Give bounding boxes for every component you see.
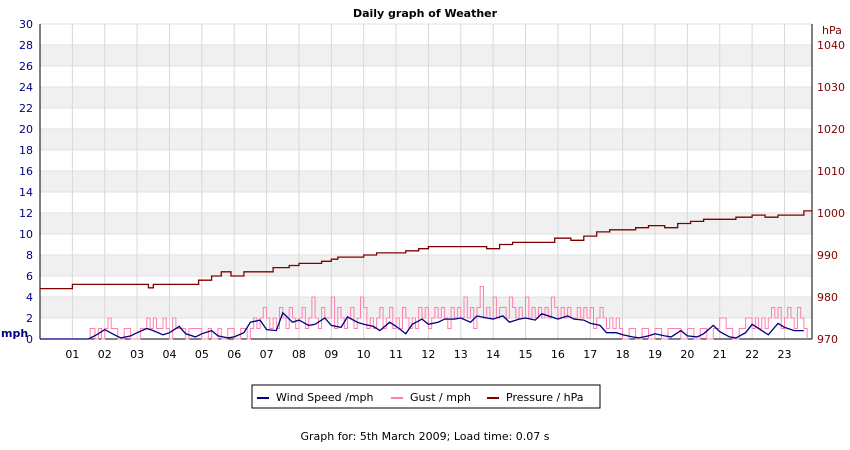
x-tick-label: 05 — [195, 348, 209, 361]
chart-svg: Daily graph of Weather 02468101214161820… — [1, 7, 845, 409]
x-tick-label: 02 — [98, 348, 112, 361]
left-tick-label: 12 — [19, 207, 33, 220]
legend-label: Pressure / hPa — [506, 391, 584, 404]
x-tick-label: 04 — [162, 348, 176, 361]
legend-label: Gust / mph — [410, 391, 471, 404]
x-tick-label: 06 — [227, 348, 241, 361]
left-tick-label: 22 — [19, 102, 33, 115]
left-tick-label: 30 — [19, 18, 33, 31]
series-lines — [40, 210, 812, 340]
x-tick-label: 11 — [389, 348, 403, 361]
x-tick-label: 21 — [713, 348, 727, 361]
right-tick-label: 1000 — [817, 207, 845, 220]
left-tick-label: 16 — [19, 165, 33, 178]
left-tick-label: 14 — [19, 186, 33, 199]
grid-band — [40, 87, 812, 108]
grid-band — [40, 171, 812, 192]
left-tick-label: 8 — [26, 249, 33, 262]
footer-status: Graph for: 5th March 2009; Load time: 0.… — [300, 430, 550, 443]
left-tick-label: 4 — [26, 291, 33, 304]
chart-title: Daily graph of Weather — [353, 7, 498, 20]
right-tick-label: 990 — [817, 249, 838, 262]
x-tick-label: 10 — [357, 348, 371, 361]
left-tick-label: 20 — [19, 123, 33, 136]
legend: Wind Speed /mph Gust / mph Pressure / hPa — [251, 384, 601, 409]
left-tick-label: 28 — [19, 39, 33, 52]
grid-band — [40, 213, 812, 234]
x-tick-label: 15 — [519, 348, 533, 361]
right-tick-label: 980 — [817, 291, 838, 304]
left-tick-label: 18 — [19, 144, 33, 157]
x-tick-label: 22 — [745, 348, 759, 361]
x-tick-label: 18 — [616, 348, 630, 361]
x-tick-label: 07 — [260, 348, 274, 361]
x-tick-label: 13 — [454, 348, 468, 361]
x-tick-label: 01 — [65, 348, 79, 361]
left-axis-label: mph — [1, 327, 28, 340]
left-tick-label: 26 — [19, 60, 33, 73]
grid-lines — [40, 23, 812, 340]
x-tick-label: 19 — [648, 348, 662, 361]
left-tick-label: 24 — [19, 81, 33, 94]
left-tick-label: 6 — [26, 270, 33, 283]
right-axis-label: hPa — [822, 24, 842, 37]
grid-bands — [40, 45, 812, 318]
grid-band — [40, 45, 812, 66]
right-tick-label: 1030 — [817, 81, 845, 94]
x-tick-label: 12 — [421, 348, 435, 361]
left-tick-label: 0 — [26, 333, 33, 346]
x-tick-label: 03 — [130, 348, 144, 361]
grid-band — [40, 129, 812, 150]
x-tick-label: 14 — [486, 348, 500, 361]
right-tick-label: 970 — [817, 333, 838, 346]
x-tick-label: 08 — [292, 348, 306, 361]
left-tick-label: 2 — [26, 312, 33, 325]
legend-box — [251, 384, 601, 409]
x-tick-label: 16 — [551, 348, 565, 361]
series-line-wind-speed — [40, 311, 804, 340]
right-tick-label: 1040 — [817, 39, 845, 52]
x-tick-label: 23 — [777, 348, 791, 361]
left-tick-label: 10 — [19, 228, 33, 241]
right-tick-label: 1020 — [817, 123, 845, 136]
x-tick-label: 09 — [324, 348, 338, 361]
grid-band — [40, 255, 812, 276]
x-tick-label: 17 — [583, 348, 597, 361]
legend-label: Wind Speed /mph — [276, 391, 374, 404]
series-line-pressure — [40, 210, 812, 290]
x-tick-label: 20 — [680, 348, 694, 361]
right-tick-label: 1010 — [817, 165, 845, 178]
